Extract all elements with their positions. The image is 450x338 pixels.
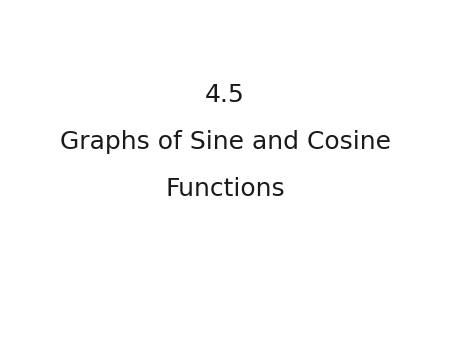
Text: 4.5: 4.5	[205, 82, 245, 107]
Text: Graphs of Sine and Cosine: Graphs of Sine and Cosine	[59, 130, 391, 154]
Text: Functions: Functions	[165, 177, 285, 201]
